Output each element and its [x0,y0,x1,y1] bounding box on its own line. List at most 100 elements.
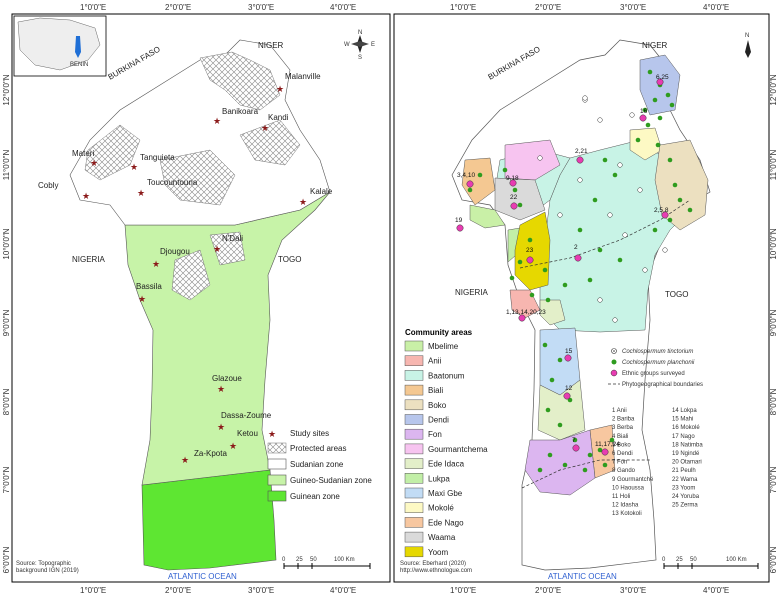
tinctorium-point [612,317,618,323]
svg-text:0: 0 [282,557,286,563]
ethnic-group-entry: 4 Biali [612,434,628,440]
ethnic-group-entry: 14 Lokpa [672,408,697,414]
svg-text:Study sites: Study sites [290,429,329,438]
site-label: Materi [72,149,94,158]
svg-text:Protected areas: Protected areas [290,444,346,453]
ethnic-survey-point [574,254,582,262]
community-label: Gourmantchema [428,445,488,454]
svg-text:3°0'0"E: 3°0'0"E [620,3,646,12]
svg-text:★: ★ [268,429,276,439]
community-swatch [404,384,424,396]
ethnic-survey-point [601,448,609,456]
ethnic-survey-point [639,114,647,122]
ethnic-group-entry: 1 Anii [612,408,627,414]
ethnic-group-entry: 23 Yoom [672,485,695,491]
community-swatch [404,502,424,513]
site-label: Cobly [38,181,58,190]
tinctorium-point [662,247,668,253]
planchonii-point [602,157,608,163]
svg-text:50: 50 [690,557,697,563]
community-swatch [404,546,424,558]
ethnic-group-entry: 25 Zerma [672,503,698,509]
svg-text:25: 25 [296,557,303,563]
community-swatch [404,428,424,440]
ethnic-survey-point [563,392,571,400]
planchonii-point [527,237,533,243]
planchonii-point [587,452,593,458]
community-label: Dendi [428,416,449,425]
planchonii-point [672,182,678,188]
site-label: Glazoue [212,374,242,383]
community-swatch [404,531,424,543]
area-mokole [629,127,663,161]
protected-area-south [171,249,211,301]
community-legend: Community areas Mbelime Anii Baatonum Biali… [404,328,488,558]
community-label: Ede Nago [428,518,464,527]
planchonii-point [687,207,693,213]
planchonii-point [652,227,658,233]
planchonii-point [562,282,568,288]
ethnic-survey-point [564,354,572,362]
tinctorium-point [622,232,628,238]
ethnic-group-entry: 24 Yoruba [672,494,700,500]
planchonii-point [557,357,563,363]
protected-area-east [239,119,301,166]
ethnic-group-entry: 9 Gourmantché [612,477,654,483]
left-compass: N S E W [344,30,375,61]
community-label: Yoom [428,548,449,557]
svg-text:1°0'0"E: 1°0'0"E [450,586,476,595]
planchonii-point [592,197,598,203]
svg-text:S: S [358,55,362,61]
svg-text:12: 12 [565,385,573,392]
left-label-nigeria: NIGERIA [72,255,106,264]
ethnic-survey-point [576,156,584,164]
svg-text:Phytogeographical boundaries: Phytogeographical boundaries [622,382,703,388]
ethnic-group-entry: 18 Natimba [672,442,703,448]
svg-text:9°0'0"N: 9°0'0"N [2,309,11,336]
left-label-togo: TOGO [278,255,301,264]
community-swatch [404,473,424,484]
community-label: Ede Idaca [428,460,465,469]
site-label: Za-Kpota [194,449,227,458]
left-scalebar: 0 25 50 100 Km [282,557,371,569]
area-ede-idaca-south [537,379,586,441]
site-label: Kalale [310,187,333,196]
left-coords: 1°0'0"E 2°0'0"E 3°0'0"E 4°0'0"E 1°0'0"E … [2,3,356,595]
site-star: ★ [213,244,221,254]
area-gourmantchema [504,139,561,181]
planchonii-point [587,277,593,283]
area-yoom [514,211,551,291]
tinctorium-point [557,212,563,218]
svg-text:E: E [371,42,375,48]
svg-text:2: 2 [574,244,578,251]
svg-text:Ethnic groups surveyed: Ethnic groups surveyed [622,371,685,377]
planchonii-point [545,407,551,413]
planchonii-point [477,172,483,178]
planchonii-point [665,92,671,98]
left-benin-shape [69,39,331,571]
site-star: ★ [152,259,160,269]
tinctorium-point [637,187,643,193]
planchonii-point [602,462,608,468]
planchonii-point [509,275,515,281]
symbol-legend: Cochlospermum tinctorium Cochlospermum p… [608,348,703,388]
protected-area-w [199,51,281,111]
svg-text:22: 22 [510,194,518,201]
svg-text:100 Km: 100 Km [726,557,747,563]
community-label: Boko [428,401,447,410]
site-star: ★ [217,422,225,432]
area-boko [654,139,709,231]
site-star: ★ [217,384,225,394]
svg-text:2°0'0"E: 2°0'0"E [535,586,561,595]
site-label: N'Dali [222,234,243,243]
svg-text:3°0'0"E: 3°0'0"E [620,586,646,595]
planchonii-point [655,142,661,148]
ethnic-group-entry: 22 Wama [672,477,698,483]
svg-text:11°0'0"N: 11°0'0"N [769,150,778,181]
planchonii-point [557,422,563,428]
site-star: ★ [130,162,138,172]
svg-text:Sudanian zone: Sudanian zone [290,460,344,469]
svg-text:19: 19 [455,217,463,224]
svg-text:1,13,14,20,23: 1,13,14,20,23 [506,309,546,316]
study-sites: ★ Malanville ★ Banikoara ★ Kandi ★ Mater… [38,72,333,465]
